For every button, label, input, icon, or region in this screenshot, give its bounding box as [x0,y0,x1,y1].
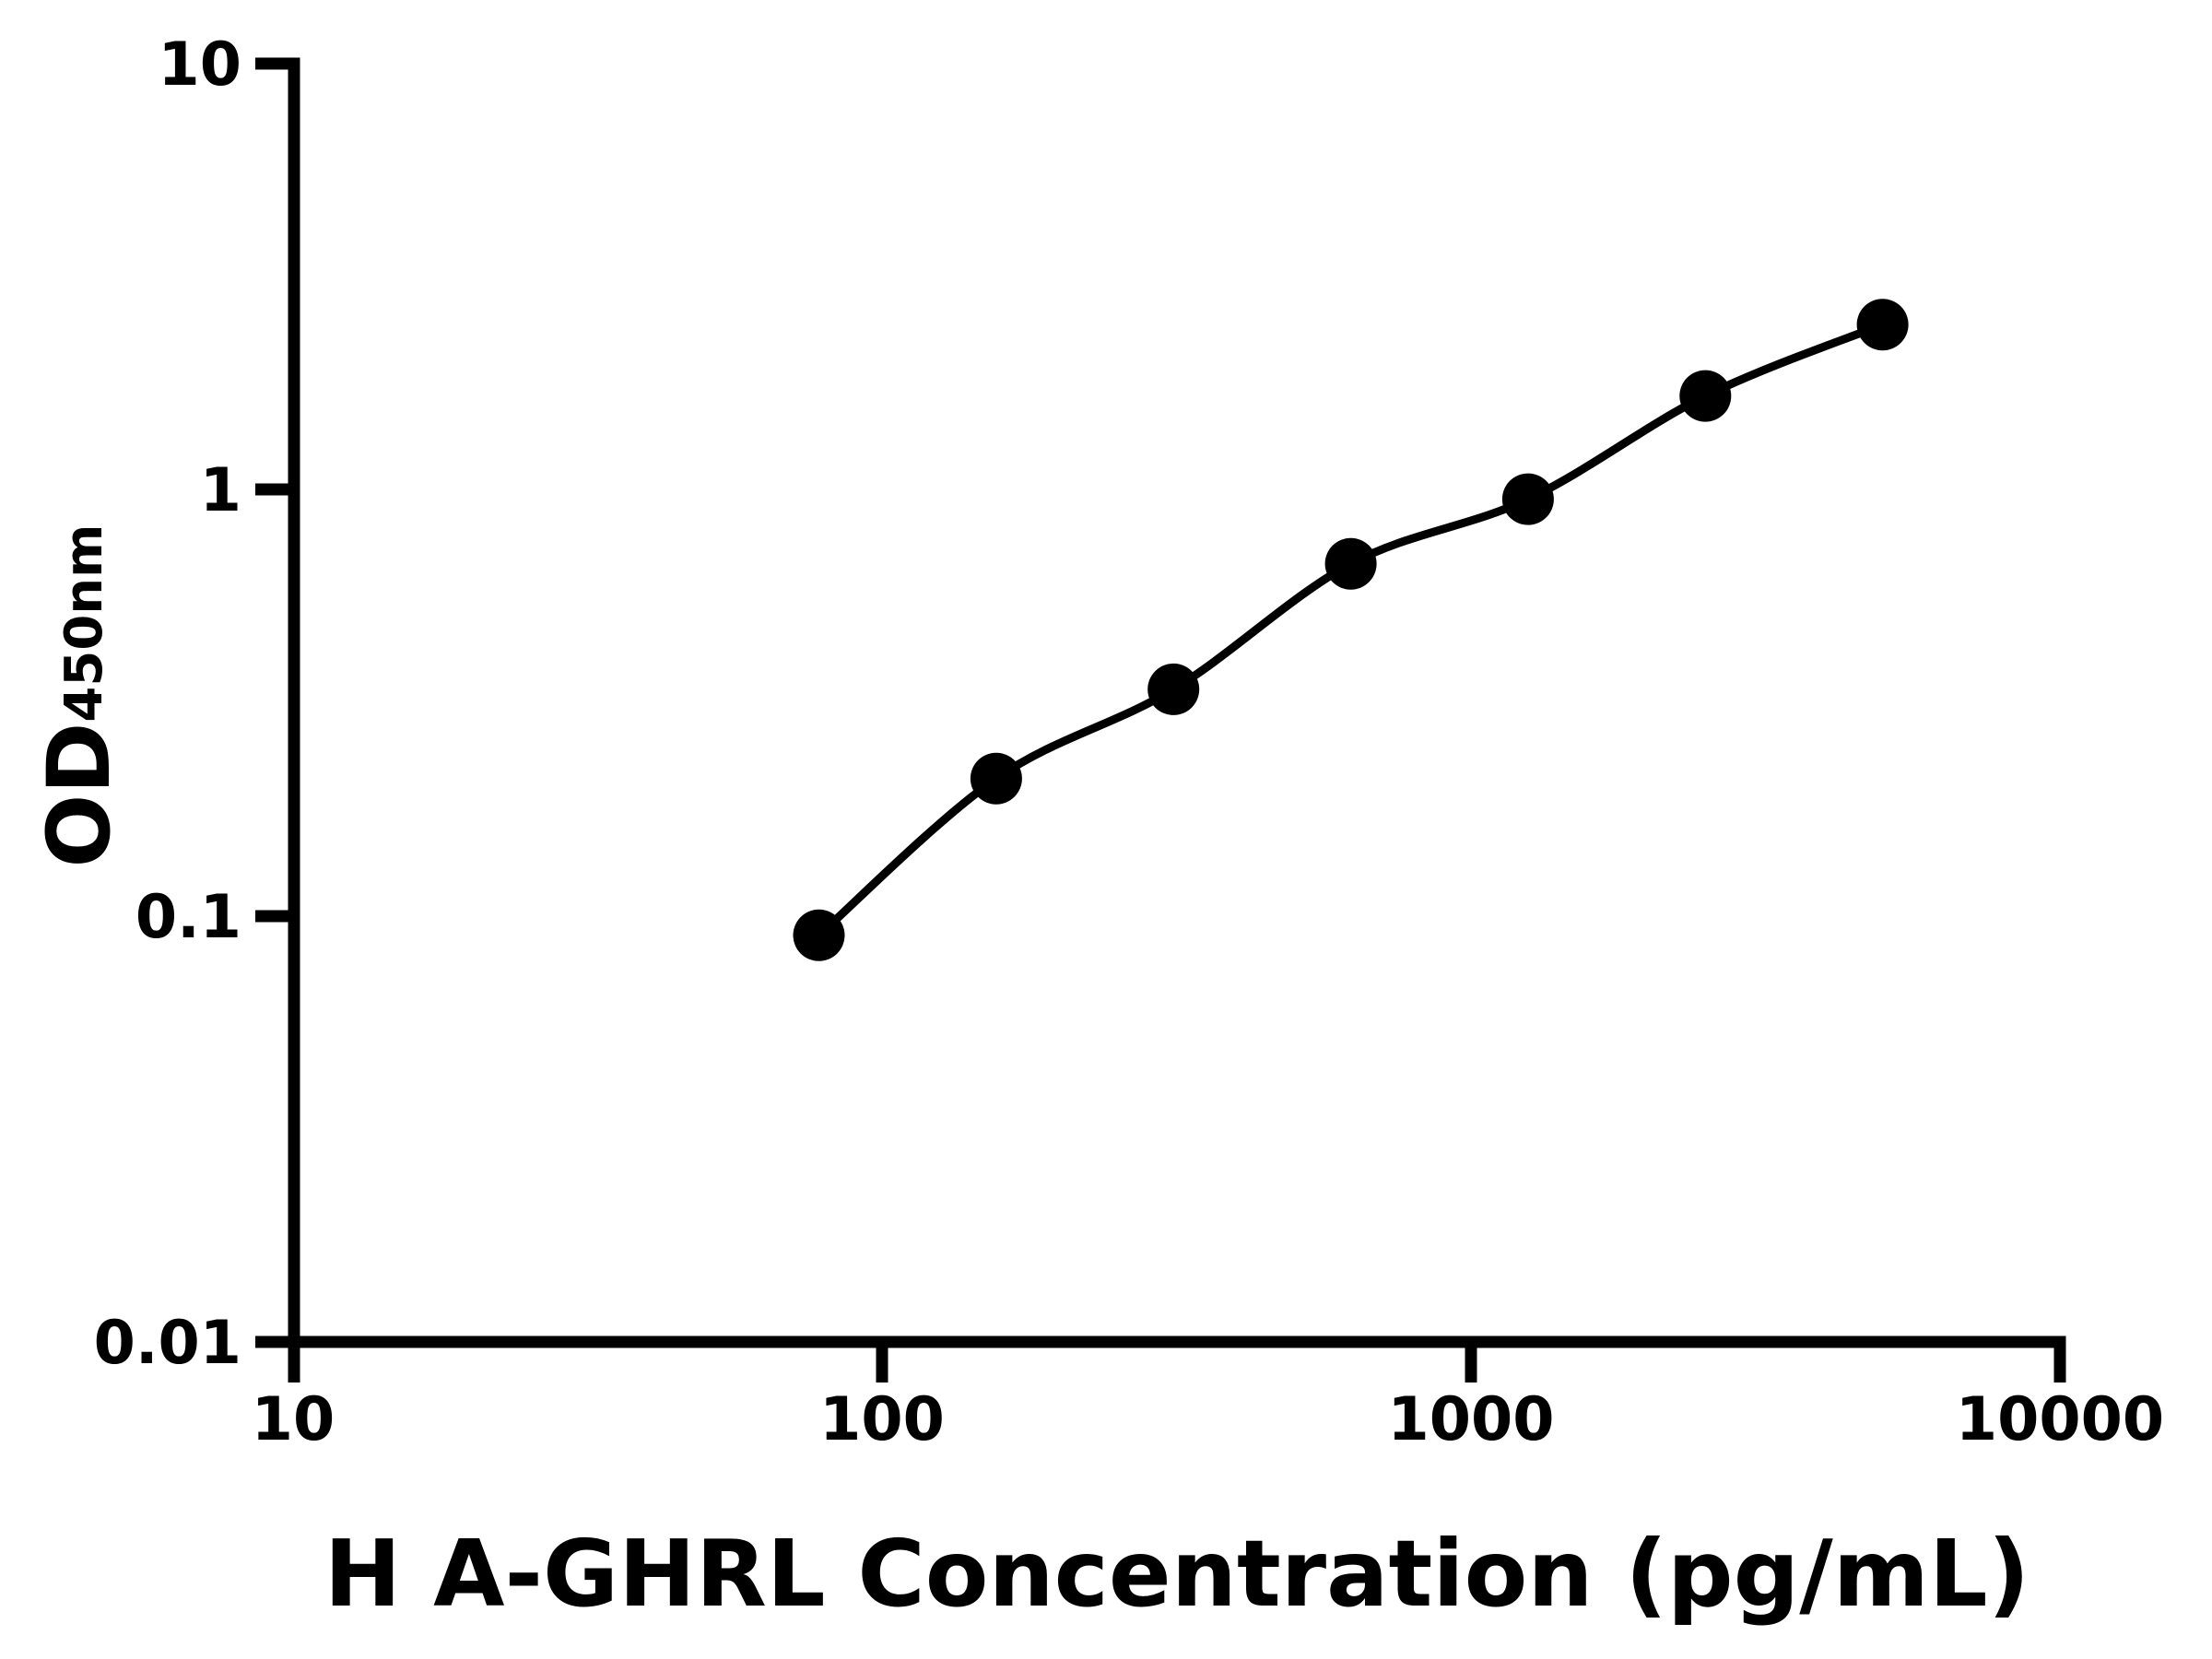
y-axis-title: OD450nm [29,524,130,867]
data-point-312.5 [1147,663,1200,715]
data-point-2500 [1679,370,1732,422]
y-tick-label-1: 1 [200,456,241,525]
y-axis-title-sub: 450nm [54,524,114,722]
x-tick-10000 [2053,1342,2066,1382]
x-tick-100 [876,1342,888,1382]
data-point-625 [1324,537,1377,590]
x-tick-1000 [1465,1342,1477,1382]
data-point-156.25 [970,752,1022,805]
y-tick-1 [255,483,293,496]
y-tick-10 [255,57,293,70]
y-tick-label-0-01: 0.01 [94,1309,241,1378]
x-tick-label-10000: 10000 [1956,1385,2164,1454]
data-point-1250 [1501,473,1554,525]
data-series [793,299,1909,961]
x-tick-label-100: 100 [819,1385,945,1454]
y-axis-line [288,57,300,1382]
x-axis-title: H A-GHRL Concentration (pg/mL) [324,1520,2030,1628]
fit-curve [816,321,1885,939]
x-tick-label-1000: 1000 [1388,1385,1555,1454]
y-axis-title-main: OD [29,723,130,868]
data-point-78.125 [793,909,845,961]
y-tick-label-10: 10 [159,30,241,100]
x-axis-line [255,1335,2066,1348]
x-tick-label-10: 10 [252,1385,335,1454]
data-point-5000 [1856,299,1909,351]
y-tick-label-0-1: 0.1 [135,883,241,952]
y-tick-0-1 [255,910,293,923]
